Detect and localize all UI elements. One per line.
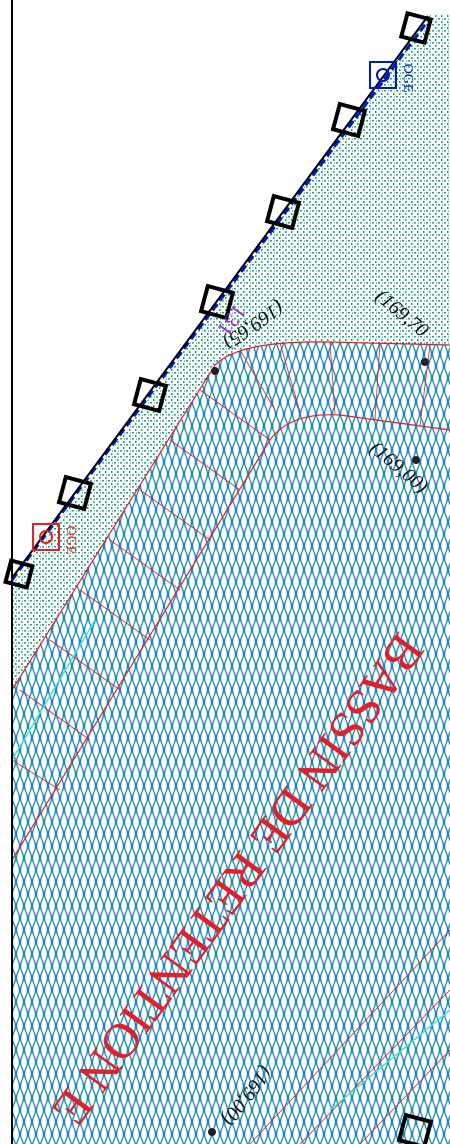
terrain: [11, 15, 450, 1144]
fence-line: [10, 17, 432, 581]
boundary: [3, 0, 434, 1144]
axis-line: [11, 619, 96, 761]
bank-hatch: [11, 341, 450, 1144]
water-area: [12, 341, 450, 1144]
axis-line: [329, 1009, 450, 1111]
manhole: [376, 68, 390, 82]
manhole: [39, 530, 53, 544]
bottom-of-bank: [11, 414, 450, 861]
network-code: OGE: [400, 64, 415, 93]
spot-point: [208, 1128, 216, 1136]
manhole: [32, 523, 60, 551]
spot-point: [211, 367, 219, 375]
fence-posts: [3, 10, 434, 1144]
top-of-bank: [11, 341, 450, 691]
spot-point: [412, 456, 420, 464]
network-code: OGE: [63, 526, 78, 555]
manhole: [369, 61, 397, 89]
spot-point: [421, 358, 429, 366]
